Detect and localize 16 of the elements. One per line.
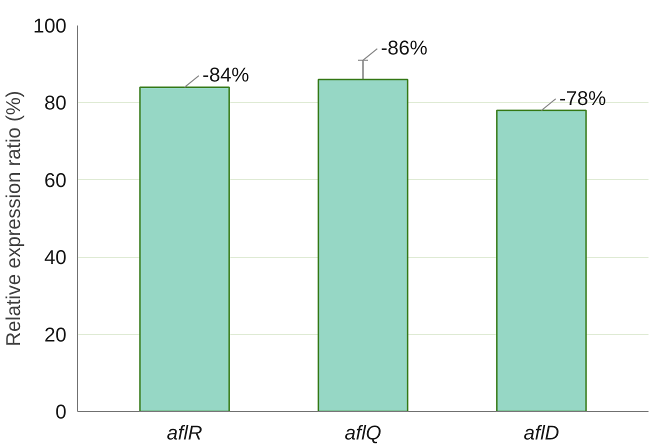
y-tick-label: 0	[55, 402, 66, 424]
annotation: -86%	[380, 38, 428, 60]
annotation: -84%	[202, 64, 250, 87]
x-tick-label: aflD	[524, 422, 560, 444]
bar	[496, 110, 587, 412]
y-axis-title: Relative expression ratio (%)	[3, 90, 26, 346]
bar	[139, 86, 230, 412]
annotation: -78%	[559, 88, 606, 110]
y-tick-label: 40	[44, 247, 67, 270]
y-tick-label: 100	[33, 16, 67, 38]
x-tick-label: aflR	[166, 422, 202, 444]
x-tick-label: aflQ	[344, 422, 382, 444]
y-tick-label: 20	[44, 324, 67, 346]
y-tick-label: 80	[44, 92, 67, 115]
bar	[318, 78, 408, 412]
y-tick-label: 60	[44, 170, 67, 192]
